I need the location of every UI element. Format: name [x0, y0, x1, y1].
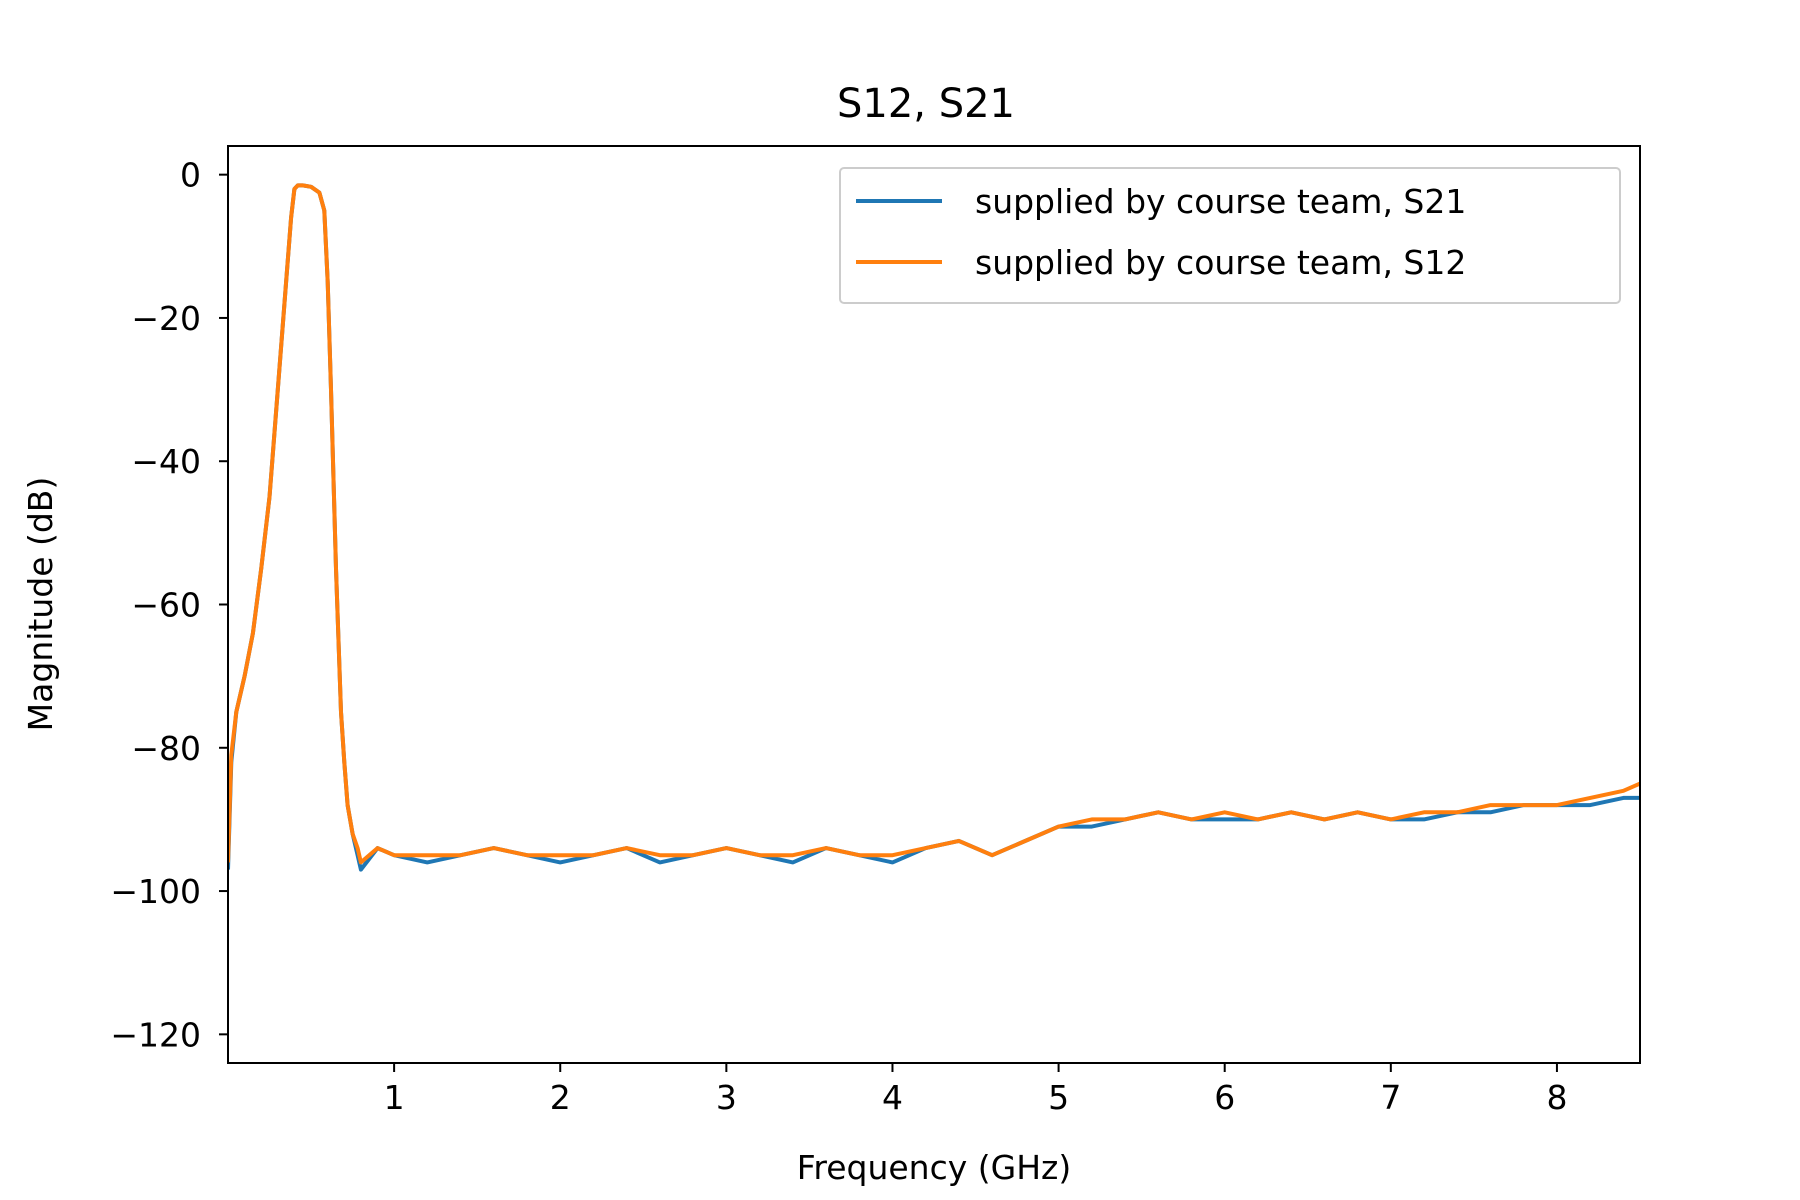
x-axis: 1 2 3 4 5 6 7 8 — [384, 1063, 1567, 1117]
y-tick-label: −60 — [131, 586, 201, 625]
plot-area — [228, 183, 1640, 872]
x-axis-title: Frequency (GHz) — [797, 1148, 1071, 1187]
x-tick-label: 7 — [1380, 1078, 1401, 1117]
x-tick-label: 6 — [1214, 1078, 1235, 1117]
legend-label-s21: supplied by course team, S21 — [975, 182, 1466, 221]
y-axis-title: Magnitude (dB) — [21, 477, 60, 732]
y-tick-label: −120 — [110, 1015, 201, 1054]
legend: supplied by course team, S21 supplied by… — [839, 167, 1621, 304]
y-tick-label: −40 — [131, 442, 201, 481]
legend-label-s12: supplied by course team, S12 — [975, 243, 1466, 282]
chart-title: S12, S21 — [837, 81, 1015, 127]
y-axis: 0 −20 −40 −60 −80 −100 −120 — [110, 156, 228, 1054]
x-tick-label: 2 — [550, 1078, 571, 1117]
y-tick-label: −100 — [110, 872, 201, 911]
y-tick-label: 0 — [180, 156, 201, 195]
y-tick-label: −20 — [131, 299, 201, 338]
x-tick-label: 5 — [1048, 1078, 1069, 1117]
series-line-s12 — [228, 183, 1640, 865]
y-tick-label: −80 — [131, 729, 201, 768]
legend-box — [839, 167, 1621, 304]
x-tick-label: 3 — [716, 1078, 737, 1117]
x-tick-label: 1 — [384, 1078, 405, 1117]
x-tick-label: 8 — [1546, 1078, 1567, 1117]
x-tick-label: 4 — [882, 1078, 903, 1117]
